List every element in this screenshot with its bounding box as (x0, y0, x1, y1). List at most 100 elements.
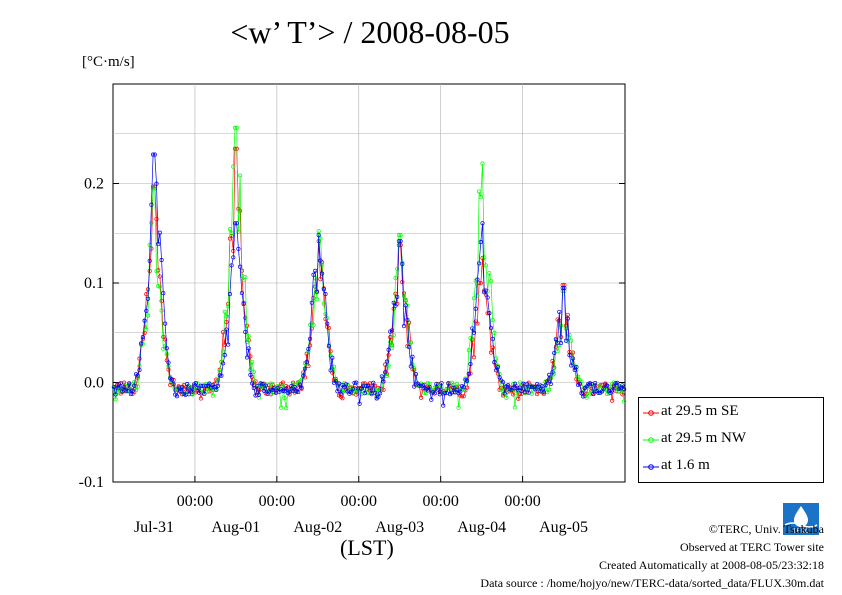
data-point (512, 381, 517, 386)
data-point (185, 382, 190, 387)
observed-text: Observed at TERC Tower site (679, 540, 824, 554)
data-point (372, 386, 378, 392)
data-point (304, 359, 309, 365)
grid (113, 84, 625, 482)
data-point (485, 295, 490, 300)
data-point (500, 380, 506, 385)
day-label: Aug-01 (211, 519, 260, 536)
data-point (118, 381, 123, 386)
data-point (470, 336, 475, 342)
data-point (193, 381, 198, 386)
data-point (113, 397, 118, 402)
data-point (151, 186, 156, 191)
data-point (343, 382, 349, 387)
data-point (151, 152, 156, 157)
day-label: Aug-04 (457, 519, 506, 536)
data-point (396, 233, 401, 238)
data-point (210, 393, 215, 398)
data-point (615, 380, 620, 385)
data-point (258, 381, 263, 386)
data-point (432, 391, 437, 396)
data-point (313, 268, 318, 273)
data-point (427, 381, 432, 386)
data-point (308, 343, 313, 348)
data-point (335, 389, 340, 394)
data-point (475, 293, 480, 298)
data-point (533, 387, 538, 392)
data-point (221, 330, 226, 335)
data-point (238, 173, 243, 178)
data-point (475, 277, 480, 282)
data-point (441, 403, 446, 408)
data-point (541, 390, 546, 395)
legend-label-se: at 29.5 m SE (661, 403, 739, 419)
data-point (195, 385, 200, 390)
data-point (217, 373, 222, 378)
data-point (248, 372, 253, 377)
data-point (383, 370, 388, 375)
data-point (488, 350, 494, 355)
series-line (113, 154, 625, 406)
data-point (333, 378, 338, 383)
data-point (391, 300, 396, 305)
data-point (620, 392, 625, 397)
legend-item-nw: at 29.5 m NW (639, 429, 823, 451)
data-point (461, 394, 466, 399)
data-point (403, 297, 408, 302)
data-point (451, 386, 456, 391)
data-point (241, 301, 246, 307)
data-point (557, 309, 562, 314)
data-point (398, 239, 403, 244)
data-point (231, 255, 236, 260)
data-point (371, 380, 376, 385)
data-point (538, 389, 543, 394)
data-point (111, 384, 116, 390)
data-point (156, 284, 161, 289)
data-point (255, 383, 260, 389)
data-point (412, 384, 417, 389)
data-point (239, 273, 244, 278)
data-point (130, 388, 135, 393)
data-point (253, 379, 258, 384)
data-point (321, 287, 326, 292)
y-tick-label: 0.2 (84, 176, 104, 193)
data-point (548, 381, 553, 387)
data-point (280, 384, 285, 389)
data-point (250, 381, 255, 386)
data-point (268, 381, 273, 386)
data-point (224, 314, 229, 319)
data-point (154, 216, 159, 222)
data-point (251, 385, 256, 391)
data-point (395, 294, 400, 299)
data-point (560, 282, 565, 288)
data-point (488, 278, 494, 284)
data-point (598, 383, 603, 388)
legend-swatch-nw (643, 437, 659, 443)
data-point (367, 386, 372, 391)
data-point (468, 361, 473, 367)
data-point (137, 356, 142, 361)
data-point (466, 348, 471, 353)
data-point (465, 378, 470, 383)
data-point (352, 380, 357, 385)
data-point (579, 391, 584, 396)
series-line (113, 127, 625, 409)
data-point (494, 368, 499, 373)
data-point (147, 258, 152, 263)
data-point (209, 387, 214, 392)
data-point (161, 291, 166, 296)
data-point (591, 392, 596, 397)
data-point (545, 379, 550, 384)
data-point (314, 297, 319, 302)
data-point (139, 341, 144, 346)
data-point (436, 387, 441, 392)
y-axis-unit: [°C·m/s] (82, 54, 135, 70)
data-point (157, 230, 162, 235)
data-point (147, 243, 152, 248)
data-point (519, 388, 524, 393)
data-point (424, 391, 429, 396)
data-point (214, 387, 219, 392)
data-point (408, 364, 413, 369)
data-point (495, 365, 500, 370)
